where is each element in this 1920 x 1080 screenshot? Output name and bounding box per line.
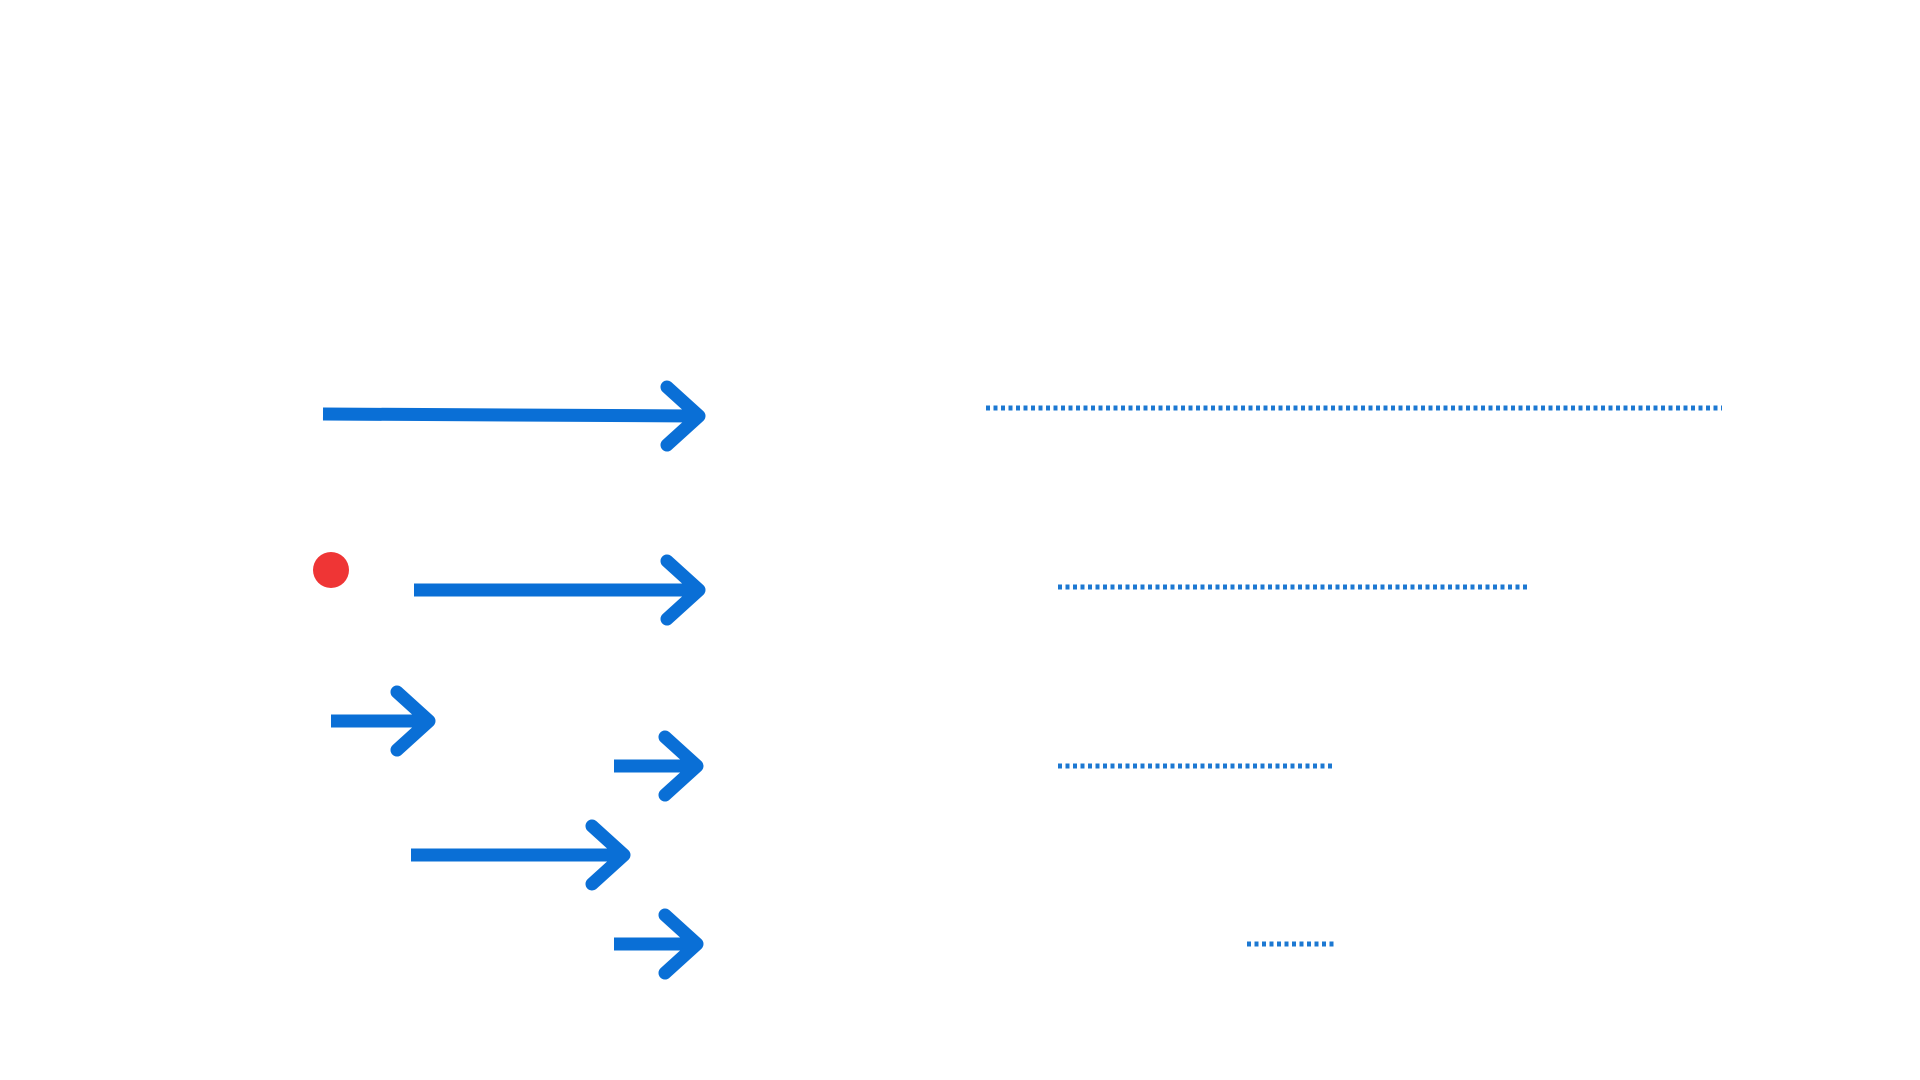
arrow-right-icon <box>585 819 631 891</box>
arrow-right-icon <box>658 730 704 802</box>
arrow-3 <box>331 685 436 757</box>
arrow-4 <box>614 730 704 802</box>
arrow-right-icon <box>658 908 704 980</box>
arrow-right-icon <box>660 380 706 452</box>
red-dot-marker <box>313 552 349 588</box>
arrow-1 <box>322 380 706 452</box>
arrow-right-icon <box>390 685 436 757</box>
arrow-6 <box>614 908 704 980</box>
arrow-2 <box>414 554 706 626</box>
arrow-right-icon <box>660 554 706 626</box>
arrow-5 <box>411 819 631 891</box>
